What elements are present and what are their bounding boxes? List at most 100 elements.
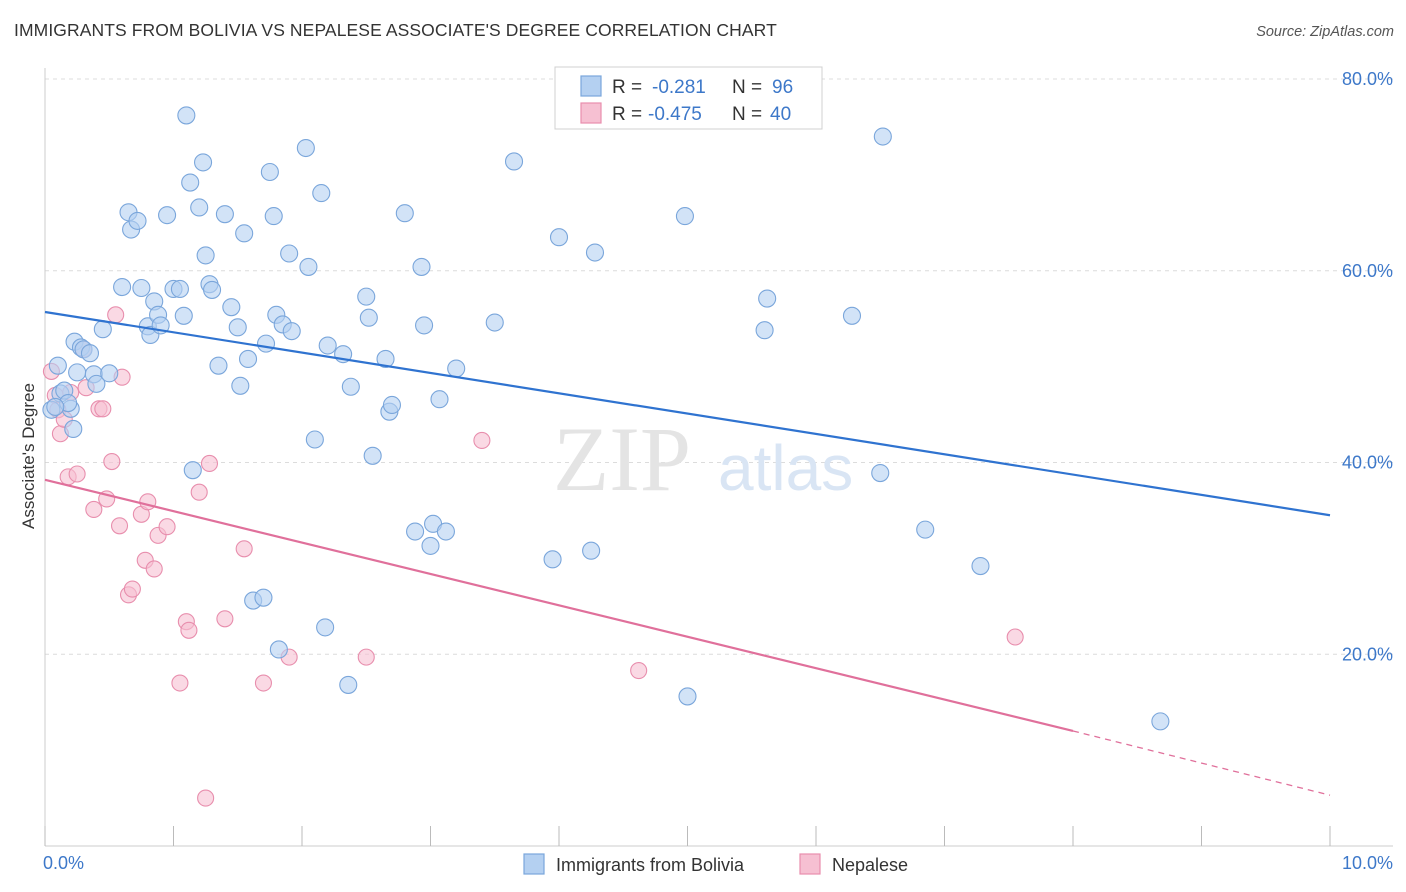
nepalese-point: [357, 648, 375, 666]
x-tick-label: 10.0%: [1342, 853, 1393, 873]
bolivia-point: [305, 430, 324, 449]
bolivia-point: [543, 550, 562, 569]
bolivia-point: [447, 359, 466, 378]
nepalese-point: [145, 560, 163, 578]
bolivia-point: [1151, 712, 1170, 731]
bolivia-point: [128, 211, 147, 230]
bolivia-point: [504, 152, 524, 171]
bolivia-point: [842, 306, 862, 325]
nepalese-point: [107, 306, 125, 324]
bolivia-point: [916, 520, 935, 539]
bolivia-point: [113, 277, 132, 297]
bolivia-point: [181, 173, 200, 192]
bolivia-point: [549, 228, 569, 247]
bolivia-point: [585, 243, 605, 262]
series-label-nepalese: Nepalese: [832, 855, 908, 875]
nepalese-point: [180, 621, 198, 639]
nepalese-point: [103, 452, 121, 471]
bolivia-point: [158, 206, 177, 225]
bolivia-point: [190, 198, 209, 217]
bolivia-point: [93, 320, 112, 339]
nepalese-point: [85, 500, 103, 519]
bolivia-point: [421, 536, 440, 555]
nepalese-point: [94, 400, 112, 418]
bolivia-point: [436, 522, 455, 541]
y-axis-label: Associate's Degree: [19, 383, 38, 529]
y-tick-label: 60.0%: [1342, 261, 1393, 281]
bolivia-point: [339, 675, 358, 694]
bolivia-point: [871, 463, 890, 483]
bolivia-point: [68, 363, 87, 382]
bolivia-trend-line: [44, 310, 1331, 517]
bolivia-point: [170, 279, 189, 299]
legend-n-value-nepalese: 40: [770, 104, 791, 125]
bolivia-point: [678, 687, 697, 706]
bolivia-point: [582, 541, 601, 560]
bolivia-point: [174, 306, 193, 325]
bolivia-point: [971, 556, 990, 576]
bolivia-point: [269, 640, 288, 659]
bolivia-point: [318, 336, 337, 355]
bolivia-point: [132, 278, 151, 298]
nepalese-point: [200, 454, 219, 473]
legend-r-value-nepalese: -0.475: [648, 104, 702, 125]
bolivia-point: [222, 298, 241, 317]
bolivia-point: [406, 522, 425, 541]
bolivia-point: [100, 364, 119, 383]
nepalese-point: [68, 465, 86, 483]
nepalese-point: [190, 483, 208, 501]
bolivia-point: [231, 376, 250, 395]
legend-n-label-bolivia: N =: [732, 77, 762, 98]
chart-title: IMMIGRANTS FROM BOLIVIA VS NEPALESE ASSO…: [14, 20, 777, 40]
legend-n-label-nepalese: N =: [732, 104, 762, 125]
bolivia-point: [382, 395, 402, 415]
bolivia-point: [228, 318, 247, 337]
bolivia-point: [183, 461, 202, 480]
nepalese-point: [630, 661, 648, 680]
bolivia-point: [485, 313, 504, 332]
source-credit: Source: ZipAtlas.com: [1256, 24, 1394, 40]
bolivia-point: [376, 349, 395, 369]
y-tick-label: 20.0%: [1342, 644, 1393, 664]
tick-labels: 20.0% 40.0% 60.0% 80.0% 0.0% 10.0%: [43, 69, 1393, 873]
bolivia-point: [256, 334, 276, 353]
nepalese-point: [123, 580, 141, 598]
bolivia-point: [235, 224, 254, 243]
legend-r-label-bolivia: R =: [612, 77, 642, 98]
bolivia-point: [203, 280, 222, 299]
bolivia-point: [238, 349, 258, 369]
y-tick-label: 80.0%: [1342, 69, 1393, 89]
bolivia-point: [359, 308, 378, 327]
nepalese-point: [216, 610, 234, 628]
bolivia-point: [209, 356, 228, 375]
bolivia-point: [80, 344, 100, 363]
bolivia-point: [299, 257, 318, 276]
series-swatch-bolivia: [523, 853, 545, 875]
bolivia-point: [412, 257, 431, 276]
bolivia-point: [64, 419, 83, 438]
legend-r-value-bolivia: -0.281: [652, 77, 706, 98]
stats-legend: R = -0.281 N = 96 R = -0.475 N = 40: [554, 66, 823, 130]
bolivia-point: [357, 287, 376, 306]
bolivia-point: [675, 207, 694, 226]
bolivia-point: [260, 162, 279, 182]
nepalese-points: [42, 306, 1024, 807]
watermark: ZIP atlas: [553, 408, 853, 510]
bolivia-point: [196, 246, 215, 265]
bolivia-point: [282, 322, 301, 341]
nepalese-point: [158, 518, 176, 536]
nepalese-point: [235, 540, 253, 558]
nepalese-trend-extension: [1072, 730, 1331, 796]
series-legend: Immigrants from Bolivia Nepalese: [523, 853, 908, 875]
bolivia-point: [296, 138, 315, 158]
bolivia-point: [87, 374, 106, 393]
y-tick-label: 40.0%: [1342, 453, 1393, 473]
legend-swatch-nepalese: [580, 102, 602, 124]
x-tick-label: 0.0%: [43, 853, 84, 873]
legend-r-label-nepalese: R =: [612, 104, 642, 125]
nepalese-point: [1006, 628, 1024, 646]
bolivia-point: [46, 397, 65, 416]
bolivia-point: [312, 184, 331, 203]
bolivia-point: [177, 106, 196, 125]
